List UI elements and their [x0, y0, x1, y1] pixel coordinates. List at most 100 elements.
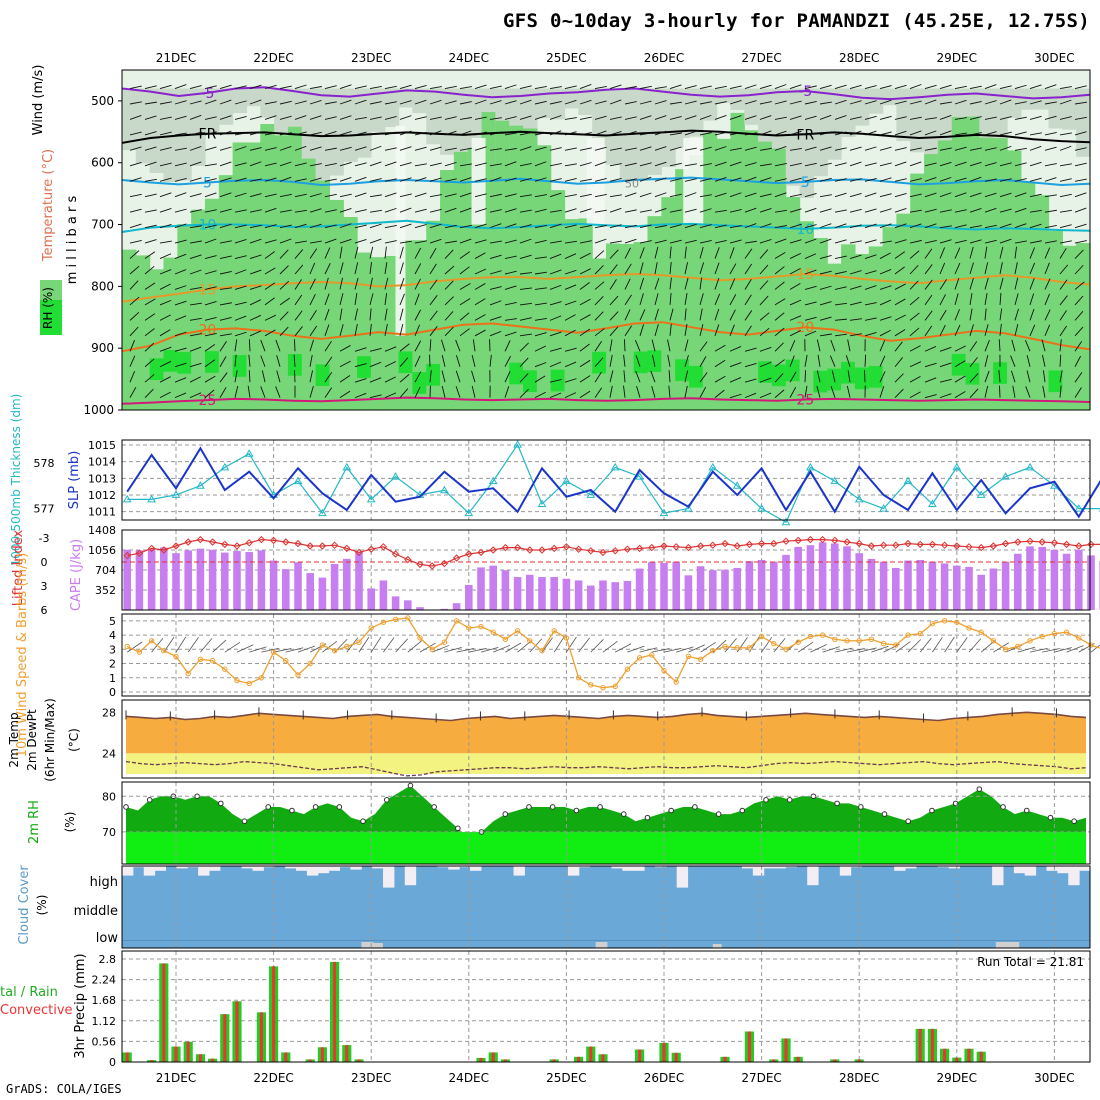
cape-bar	[587, 585, 595, 610]
wind-barb	[564, 99, 577, 105]
wind-speed-point	[197, 656, 204, 662]
wind-barb	[324, 293, 330, 306]
wind-barb	[759, 147, 772, 151]
cape-bar	[977, 574, 985, 610]
wind-barb	[639, 247, 645, 259]
cape-bar	[282, 569, 290, 610]
wind-barb	[954, 117, 967, 120]
wind-barb	[984, 385, 989, 398]
wind-barb	[369, 86, 382, 89]
wind-barb	[879, 146, 892, 151]
precip-convective-bar	[320, 1047, 324, 1062]
wind-barb	[1014, 178, 1027, 182]
wind-barb	[549, 347, 562, 352]
rh-mid-cell	[592, 88, 607, 146]
pressure-tick-label: 700	[91, 218, 114, 232]
wind-barb	[324, 131, 337, 136]
wind-barb	[144, 251, 156, 259]
wind-barb	[999, 262, 1003, 275]
wind-barb	[429, 177, 442, 182]
date-label-top: 27DEC	[741, 51, 781, 65]
li-tick-label: 0	[41, 556, 48, 569]
wind-speed-point	[222, 666, 228, 672]
rh-bright-cell	[868, 366, 884, 388]
wind-barb	[384, 224, 397, 229]
wind-barb	[1074, 162, 1087, 167]
wind-speed-point	[441, 639, 448, 645]
cape-bar	[892, 567, 900, 610]
rh-bright-cell	[149, 358, 165, 380]
wind-barb	[444, 280, 454, 290]
rh-bright-cell	[993, 362, 1008, 384]
wind-barb	[354, 192, 367, 198]
thickness-point	[757, 504, 766, 512]
date-label-bottom: 21DEC	[156, 1071, 196, 1085]
wind-barb	[1029, 100, 1042, 105]
wind-barb	[819, 146, 832, 151]
wind-barb	[864, 285, 877, 290]
cape-bar	[599, 580, 607, 610]
precip-panel-frame	[121, 950, 1091, 1063]
rh2m-point	[289, 807, 295, 814]
wind-barb	[309, 262, 316, 275]
rh2m-point	[763, 797, 769, 803]
wind-barb	[294, 115, 307, 120]
wind-barb	[369, 238, 382, 244]
wind-barb	[219, 192, 232, 198]
wind-speed-point	[173, 653, 179, 660]
wind-barb	[924, 362, 937, 368]
precip-convective-bar	[857, 1059, 861, 1062]
wind-barb	[234, 209, 247, 213]
wind-barb	[474, 283, 486, 290]
wind-barb	[384, 207, 397, 213]
wind-barb	[354, 224, 367, 229]
wind-barb	[294, 264, 304, 275]
rh2m-point	[1071, 818, 1077, 825]
cape-bar	[696, 566, 705, 610]
cloud-high-cell	[774, 866, 786, 869]
wind-barb	[639, 132, 652, 136]
thickness-point	[952, 462, 962, 471]
isotherm-line	[121, 86, 1091, 101]
wind-barb	[579, 84, 592, 89]
wind-barb	[339, 223, 352, 229]
rh-bright-cell	[854, 367, 870, 390]
wind-barb	[609, 279, 617, 290]
wind-speed-point	[880, 640, 887, 647]
wind-barb	[744, 325, 752, 337]
wind-barb	[939, 378, 952, 383]
wind-barb-10m	[1042, 648, 1060, 653]
wind-barb	[999, 192, 1012, 198]
wind-barb	[459, 163, 472, 167]
precip-convective-bar	[150, 1060, 154, 1062]
wind-barb	[504, 386, 510, 398]
wind-barb	[714, 85, 727, 89]
wind-barb	[834, 84, 847, 89]
wind-barb	[759, 312, 770, 321]
wind-barb	[819, 177, 832, 182]
thickness-point	[244, 449, 254, 457]
wind-barb	[369, 101, 382, 105]
wind-barb	[519, 99, 532, 105]
cloud-high-cell	[154, 866, 167, 871]
wind-barb	[429, 310, 438, 321]
rh2m-point	[976, 786, 983, 792]
wind-barb	[219, 333, 232, 337]
wind-barb	[1074, 116, 1087, 120]
cloud-high-cell	[132, 866, 145, 868]
wind-barb	[774, 252, 786, 259]
lifted-index-point	[940, 541, 949, 549]
wind-barb	[264, 193, 277, 198]
cloud-high-cell	[209, 866, 221, 871]
wind-barb	[804, 269, 817, 275]
wind-barb	[279, 115, 292, 120]
lifted-index-point	[513, 543, 522, 552]
wind-barb	[474, 298, 486, 306]
wind-barb	[939, 84, 952, 89]
wind-barb	[189, 131, 202, 136]
cape-bar	[1038, 546, 1046, 610]
wind-barb	[444, 265, 455, 275]
wind-speed-point	[1051, 630, 1058, 637]
wind-barb	[999, 116, 1012, 120]
li-tick-label: -3	[39, 532, 50, 545]
